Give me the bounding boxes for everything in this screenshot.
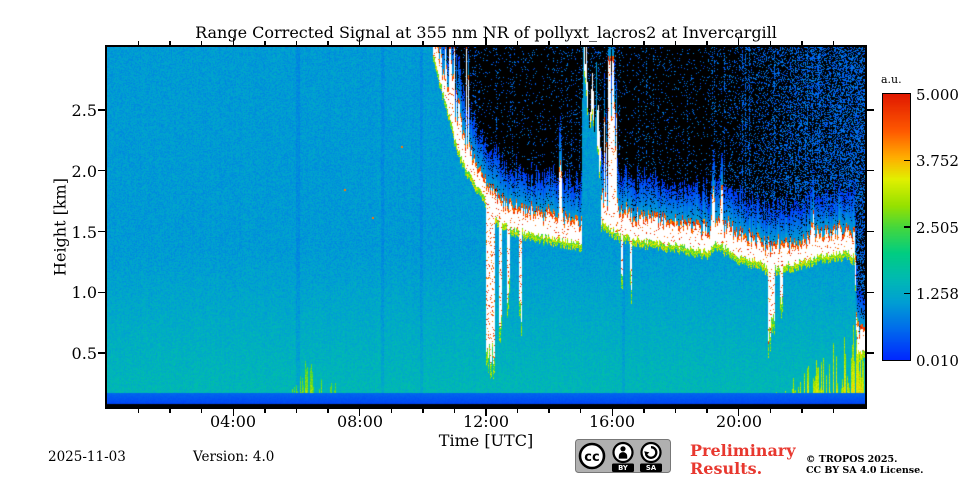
axis-tick — [643, 409, 645, 413]
axis-tick — [516, 41, 519, 45]
axis-tick — [327, 41, 329, 45]
preliminary-line: Preliminary — [690, 441, 796, 460]
x-tick-label: 20:00 — [715, 412, 763, 431]
axis-tick — [904, 292, 910, 295]
x-axis-label: Time [UTC] — [438, 431, 534, 450]
axis-tick — [98, 291, 105, 293]
axis-tick — [422, 41, 424, 45]
axis-tick — [453, 409, 456, 413]
axis-tick — [201, 41, 203, 45]
axis-tick — [548, 41, 550, 45]
x-tick-label: 12:00 — [462, 412, 510, 431]
axis-tick — [904, 159, 910, 162]
axis-tick — [867, 230, 874, 233]
axis-tick — [706, 409, 708, 413]
axis-tick — [390, 409, 392, 413]
y-tick-label: 1.5 — [71, 223, 97, 242]
plot-title: Range Corrected Signal at 355 nm NR of p… — [195, 23, 777, 42]
axis-tick — [485, 409, 487, 416]
axis-tick — [904, 226, 910, 228]
colorbar-tick-label: 5.000 — [916, 86, 959, 104]
axis-tick — [737, 38, 740, 45]
axis-tick — [611, 38, 614, 45]
axis-tick — [232, 38, 235, 45]
axis-tick — [137, 41, 140, 45]
y-tick-label: 1.0 — [71, 283, 97, 302]
axis-tick — [867, 352, 874, 354]
axis-tick — [232, 409, 235, 416]
axis-tick — [98, 170, 105, 172]
measurement-date: 2025-11-03 — [48, 449, 126, 465]
axis-tick — [801, 41, 803, 45]
axis-tick — [295, 41, 298, 45]
by-label: BY — [618, 464, 628, 472]
axis-tick — [832, 41, 835, 45]
x-tick-label: 04:00 — [209, 412, 257, 431]
axis-tick — [737, 409, 740, 416]
axis-tick — [643, 41, 645, 45]
axis-tick — [580, 41, 582, 45]
axis-tick — [801, 409, 803, 413]
cc-icon — [578, 442, 606, 470]
x-tick-label: 16:00 — [588, 412, 636, 431]
axis-tick — [137, 409, 140, 413]
copyright-line: © TROPOS 2025. — [806, 454, 898, 465]
axis-tick — [169, 409, 171, 413]
preliminary-line: Results. — [690, 459, 763, 478]
axis-tick — [169, 41, 171, 45]
colorbar-tick-label: 2.505 — [916, 219, 959, 237]
x-tick-label: 08:00 — [336, 412, 384, 431]
axis-tick — [264, 409, 266, 413]
axis-tick — [98, 109, 105, 111]
axis-tick — [548, 409, 550, 413]
copyright-notice: © TROPOS 2025. CC BY SA 4.0 License. — [806, 454, 923, 476]
y-tick-label: 2.0 — [71, 162, 97, 181]
colorbar-unit-label: a.u. — [881, 73, 902, 86]
cc-by-sa-badge: cc BY SA — [575, 439, 671, 477]
axis-tick — [453, 41, 456, 45]
sa-label: SA — [646, 464, 657, 472]
axis-tick — [867, 109, 874, 111]
axis-tick — [390, 41, 392, 45]
axis-tick — [264, 41, 266, 45]
colorbar-tick-label: 0.010 — [916, 352, 959, 370]
axis-tick — [867, 291, 874, 293]
y-tick-label: 2.5 — [71, 101, 97, 120]
colorbar-tick-label: 1.258 — [916, 285, 959, 303]
cc-icon-text: cc — [584, 450, 599, 465]
axis-tick — [674, 409, 677, 413]
copyright-line: CC BY SA 4.0 License. — [806, 465, 924, 476]
axis-tick — [358, 409, 361, 416]
cc-by-sa-badge-graphic: cc BY SA — [575, 439, 671, 473]
y-tick-label: 0.5 — [71, 344, 97, 363]
axis-tick — [769, 409, 771, 413]
colorbar-tick-label: 3.752 — [916, 152, 959, 170]
heatmap-plot-area — [105, 45, 867, 409]
axis-tick — [98, 352, 105, 354]
sa-arrow-icon — [640, 441, 662, 464]
axis-tick — [580, 409, 582, 413]
axis-tick — [295, 409, 298, 413]
axis-tick — [485, 38, 487, 45]
axis-tick — [201, 409, 203, 413]
axis-tick — [769, 41, 771, 45]
axis-tick — [611, 409, 614, 416]
axis-tick — [98, 230, 105, 233]
axis-tick — [832, 409, 835, 413]
axis-tick — [422, 409, 424, 413]
heatmap-canvas — [107, 47, 865, 407]
axis-tick — [327, 409, 329, 413]
axis-tick — [358, 38, 361, 45]
preliminary-results-notice: Preliminary Results. — [690, 442, 796, 478]
version-label: Version: 4.0 — [193, 449, 275, 465]
axis-tick — [674, 41, 677, 45]
axis-tick — [867, 170, 874, 172]
axis-tick — [516, 409, 519, 413]
axis-tick — [706, 41, 708, 45]
